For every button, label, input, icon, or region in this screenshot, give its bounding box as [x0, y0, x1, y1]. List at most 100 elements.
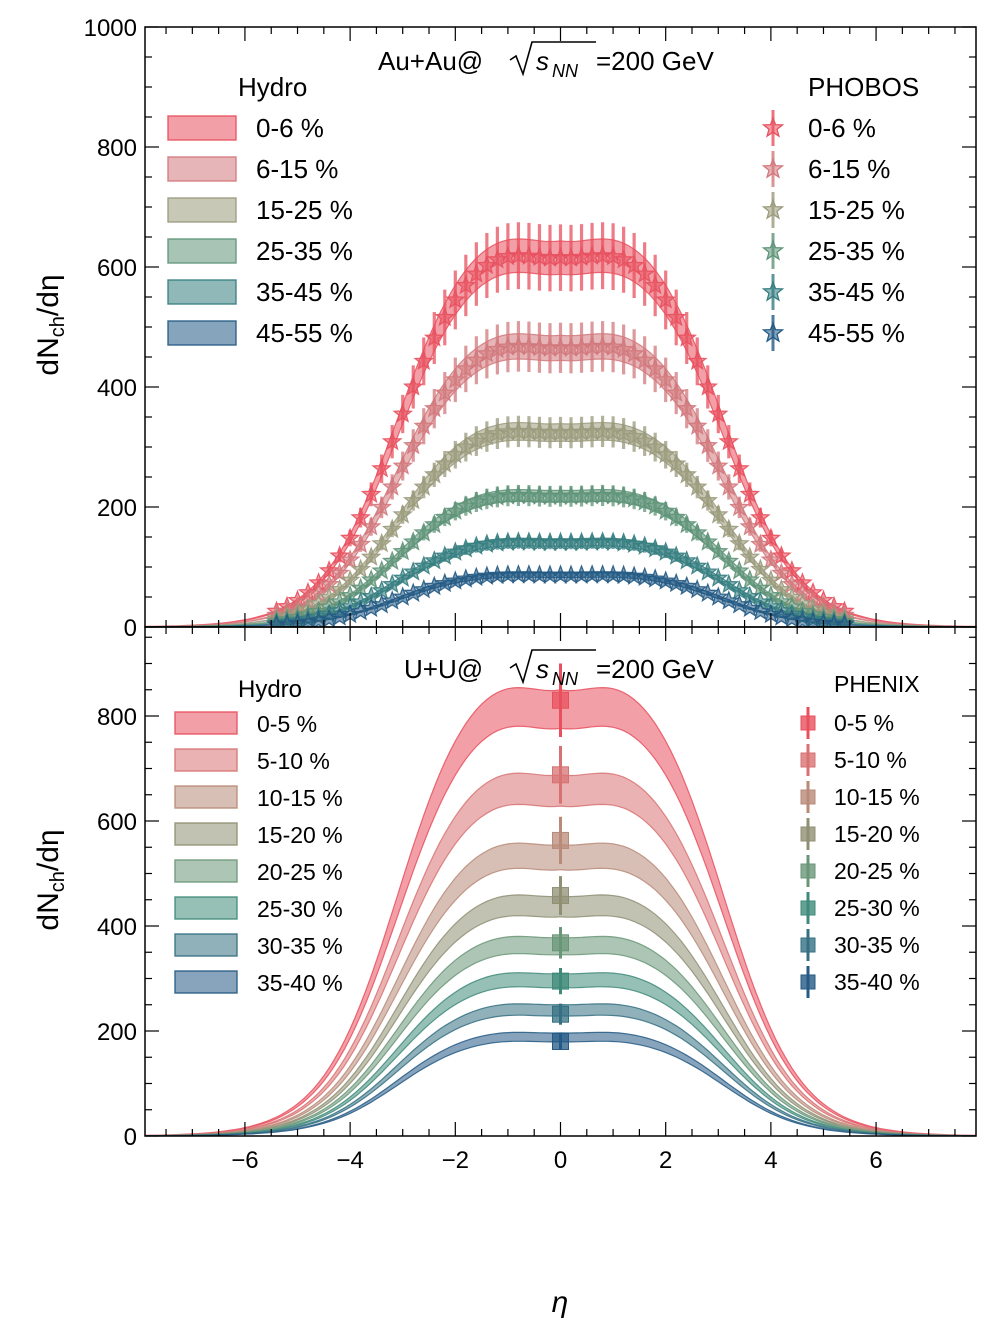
x-tick-label: 6	[869, 1147, 882, 1174]
title-sub: NN	[552, 61, 579, 81]
star-marker	[792, 609, 813, 627]
star-marker	[655, 443, 676, 464]
legend-data-entry: 15-25 %	[808, 195, 905, 225]
legend-hydro-entry: 15-25 %	[256, 195, 353, 225]
y-tick-label: 200	[97, 495, 137, 522]
legend-swatch	[167, 156, 237, 182]
legend-square-marker	[800, 752, 816, 768]
star-marker	[676, 513, 698, 534]
star-marker	[686, 555, 708, 575]
plot-area	[145, 222, 976, 627]
star-marker	[360, 546, 382, 566]
legend-data: PHENIX 0-5 % 5-10 % 10-15 % 15-20 % 20-25 % 25…	[800, 671, 920, 998]
star-marker	[697, 376, 719, 396]
x-tick-label: −4	[336, 1147, 363, 1174]
star-marker	[644, 358, 666, 378]
star-marker	[423, 327, 445, 347]
phenix-point-0-5-	[552, 663, 569, 737]
star-marker	[655, 289, 676, 309]
legend-swatch	[174, 859, 238, 883]
star-marker	[655, 541, 676, 561]
y-tick-label: 400	[97, 375, 137, 402]
y-tick-label: 800	[97, 135, 137, 162]
phenix-point-35-40-	[552, 1033, 569, 1050]
star-marker	[707, 586, 729, 606]
star-marker	[413, 476, 435, 496]
star-marker	[602, 484, 624, 505]
legend-swatch	[167, 115, 237, 141]
legend-star-marker	[761, 280, 785, 302]
hydro-band-6-15-	[145, 333, 976, 627]
hydro-band-15-20-	[145, 894, 976, 1136]
legend-hydro-entry: 20-25 %	[257, 859, 343, 885]
legend-square-marker	[800, 937, 816, 953]
star-marker	[423, 575, 445, 596]
star-marker	[339, 527, 361, 548]
title-sub: NN	[552, 669, 579, 689]
phenix-point-30-35-	[552, 1003, 569, 1025]
axis-labels: −6 −4 −2 0 2 4 6 η dNch/dη dNch/dη	[32, 274, 883, 1319]
star-marker	[413, 415, 435, 436]
hydro-band-25-30-	[145, 972, 976, 1136]
star-marker	[350, 533, 371, 554]
star-marker	[518, 245, 540, 266]
star-marker	[665, 306, 687, 327]
star-marker	[350, 506, 371, 527]
star-marker	[665, 382, 687, 402]
star-marker	[381, 518, 403, 539]
star-marker	[602, 245, 624, 266]
sqrt-sign	[509, 649, 596, 685]
legend-data-entry: 10-15 %	[834, 784, 920, 810]
star-marker	[686, 415, 708, 436]
star-marker	[676, 397, 698, 418]
square-marker	[552, 766, 569, 784]
star-marker	[697, 582, 719, 603]
square-marker	[552, 691, 569, 709]
star-marker	[781, 608, 803, 627]
star-marker	[360, 483, 382, 504]
hydro-band-5-10-	[145, 772, 976, 1136]
legend-hydro: Hydro 0-6 % 6-15 % 15-25 % 25-35 % 35-45 % 45-…	[167, 72, 353, 348]
legend-data-entry: 20-25 %	[834, 858, 920, 884]
star-marker	[760, 527, 782, 548]
star-marker	[676, 327, 698, 347]
star-marker	[381, 476, 403, 496]
star-marker	[686, 350, 708, 371]
legend-data-title: PHOBOS	[808, 72, 919, 102]
star-marker	[644, 537, 666, 558]
y-tick-label: 0	[124, 615, 137, 642]
star-marker	[329, 562, 350, 583]
x-tick-label: 0	[554, 1147, 567, 1174]
star-marker	[665, 453, 687, 473]
star-marker	[707, 403, 729, 423]
legend-data-entry: 5-10 %	[834, 747, 907, 773]
star-marker	[613, 564, 634, 585]
legend-hydro-entry: 6-15 %	[256, 154, 338, 184]
star-marker	[329, 545, 350, 565]
star-marker	[750, 506, 771, 527]
legend-swatch	[174, 933, 238, 957]
y-tick-label: 600	[97, 809, 137, 836]
star-marker	[729, 593, 750, 614]
star-marker	[360, 515, 382, 536]
star-marker	[529, 246, 550, 267]
legend-hydro-entry: 30-35 %	[257, 933, 343, 959]
legend-square-marker	[800, 826, 816, 842]
legend-square-marker	[800, 863, 816, 879]
y-tick-label: 800	[97, 704, 137, 731]
star-marker	[518, 335, 540, 356]
x-tick-label: −6	[231, 1147, 258, 1174]
legend-hydro-entry: 10-15 %	[257, 785, 343, 811]
legend-hydro-title: Hydro	[238, 676, 302, 703]
legend-swatch	[167, 197, 237, 223]
star-marker	[739, 546, 761, 566]
legend-swatch	[174, 711, 238, 735]
star-marker	[402, 376, 424, 396]
legend-star-marker	[761, 198, 785, 220]
y-tick-label: 600	[97, 255, 137, 282]
star-marker	[718, 430, 740, 451]
legend-hydro-entry: 45-55 %	[256, 318, 353, 348]
legend-swatch	[174, 822, 238, 846]
legend-data-entry: 0-5 %	[834, 710, 894, 736]
